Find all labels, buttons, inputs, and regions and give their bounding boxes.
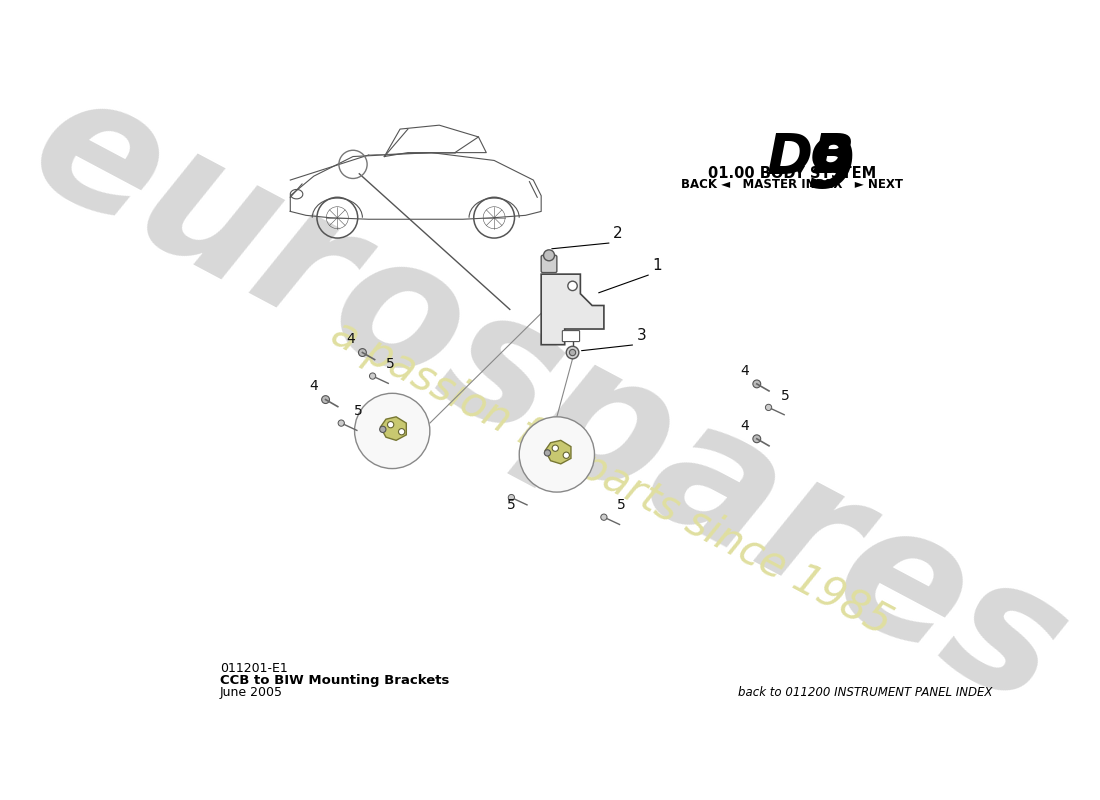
Circle shape xyxy=(544,450,551,456)
Circle shape xyxy=(519,417,594,492)
Polygon shape xyxy=(546,440,571,464)
Circle shape xyxy=(387,422,394,428)
Circle shape xyxy=(338,420,344,426)
Text: 01.00 BODY SYSTEM: 01.00 BODY SYSTEM xyxy=(708,166,877,181)
Text: 5: 5 xyxy=(507,498,516,512)
Circle shape xyxy=(359,349,366,357)
Text: back to 011200 INSTRUMENT PANEL INDEX: back to 011200 INSTRUMENT PANEL INDEX xyxy=(738,686,992,698)
Circle shape xyxy=(354,394,430,469)
Circle shape xyxy=(766,404,772,410)
Circle shape xyxy=(563,452,570,458)
Circle shape xyxy=(570,350,575,356)
Circle shape xyxy=(752,380,761,388)
Text: 4: 4 xyxy=(346,332,355,346)
Circle shape xyxy=(568,281,578,290)
Text: 9: 9 xyxy=(806,134,855,202)
Text: eurospares: eurospares xyxy=(4,54,1094,745)
Text: 011201-E1: 011201-E1 xyxy=(220,662,287,675)
Text: 4: 4 xyxy=(740,418,749,433)
Text: 2: 2 xyxy=(614,226,623,242)
Text: CCB to BIW Mounting Brackets: CCB to BIW Mounting Brackets xyxy=(220,674,449,687)
Circle shape xyxy=(370,373,376,379)
Text: 4: 4 xyxy=(740,364,749,378)
Text: 5: 5 xyxy=(385,358,394,371)
Circle shape xyxy=(601,514,607,520)
Text: a passion for parts since 1985: a passion for parts since 1985 xyxy=(324,312,899,644)
Text: 5: 5 xyxy=(354,404,363,418)
Circle shape xyxy=(379,426,386,433)
Polygon shape xyxy=(381,417,406,440)
Text: 4: 4 xyxy=(309,379,318,394)
Text: June 2005: June 2005 xyxy=(220,686,283,698)
Text: 3: 3 xyxy=(637,328,647,343)
FancyBboxPatch shape xyxy=(562,330,580,342)
Circle shape xyxy=(566,346,579,359)
Circle shape xyxy=(543,250,554,261)
Text: DB: DB xyxy=(767,131,856,186)
Text: 5: 5 xyxy=(617,498,626,513)
Circle shape xyxy=(321,396,330,403)
Circle shape xyxy=(398,429,405,435)
Polygon shape xyxy=(541,274,604,345)
Text: BACK ◄   MASTER INDEX   ► NEXT: BACK ◄ MASTER INDEX ► NEXT xyxy=(681,178,903,190)
Circle shape xyxy=(552,445,559,451)
Circle shape xyxy=(752,435,761,442)
FancyBboxPatch shape xyxy=(541,255,557,273)
Circle shape xyxy=(508,494,515,501)
Text: 1: 1 xyxy=(652,258,662,273)
Text: 5: 5 xyxy=(781,389,790,402)
